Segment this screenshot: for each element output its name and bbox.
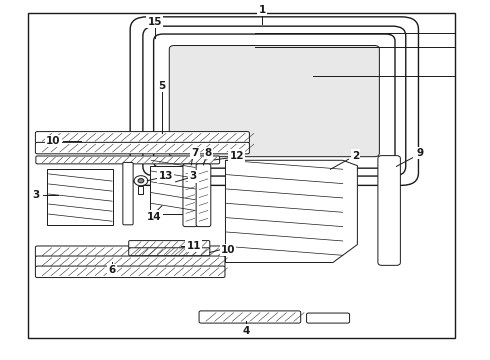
Text: 14: 14: [147, 212, 162, 221]
Text: 4: 4: [243, 325, 250, 336]
Bar: [47, 169, 113, 225]
Bar: [150, 166, 196, 214]
FancyBboxPatch shape: [183, 164, 197, 226]
Text: 1: 1: [259, 5, 266, 15]
Text: 2: 2: [352, 150, 359, 161]
Text: 12: 12: [229, 150, 244, 161]
FancyBboxPatch shape: [35, 142, 249, 154]
Text: 11: 11: [187, 241, 201, 251]
Text: 15: 15: [147, 17, 162, 27]
FancyBboxPatch shape: [35, 132, 249, 143]
FancyBboxPatch shape: [169, 45, 379, 157]
Text: 9: 9: [416, 148, 423, 158]
FancyBboxPatch shape: [196, 164, 211, 226]
FancyBboxPatch shape: [130, 17, 418, 185]
PathPatch shape: [225, 160, 357, 262]
FancyBboxPatch shape: [35, 266, 225, 278]
FancyBboxPatch shape: [35, 246, 225, 257]
Text: 10: 10: [220, 245, 235, 255]
Text: 10: 10: [46, 136, 61, 146]
FancyBboxPatch shape: [199, 311, 301, 323]
Text: 3: 3: [32, 190, 40, 200]
FancyBboxPatch shape: [307, 313, 349, 323]
FancyBboxPatch shape: [129, 240, 210, 248]
Text: 8: 8: [205, 148, 212, 158]
Circle shape: [134, 176, 148, 186]
FancyBboxPatch shape: [129, 248, 210, 256]
FancyBboxPatch shape: [143, 26, 406, 176]
Text: 6: 6: [108, 265, 116, 275]
FancyBboxPatch shape: [378, 156, 400, 265]
FancyBboxPatch shape: [35, 256, 225, 267]
Text: 7: 7: [191, 148, 198, 158]
Text: 13: 13: [159, 171, 173, 181]
FancyBboxPatch shape: [154, 34, 395, 168]
FancyBboxPatch shape: [36, 156, 220, 164]
Text: 5: 5: [158, 81, 166, 91]
Bar: [139, 186, 144, 194]
Text: 3: 3: [189, 171, 196, 181]
Bar: [27, 13, 455, 338]
Circle shape: [138, 179, 144, 183]
Bar: [386, 166, 394, 255]
FancyBboxPatch shape: [123, 162, 133, 225]
